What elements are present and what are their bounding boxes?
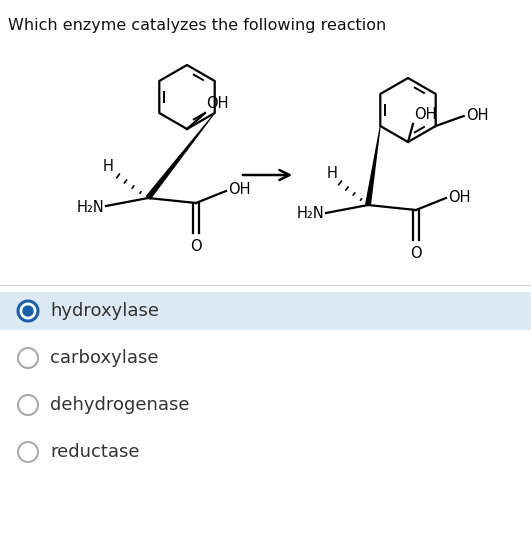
Circle shape (18, 395, 38, 415)
Text: dehydrogenase: dehydrogenase (50, 396, 190, 414)
Polygon shape (365, 126, 381, 205)
Text: O: O (410, 246, 422, 261)
Text: H₂N: H₂N (76, 199, 104, 214)
Text: O: O (190, 239, 202, 254)
Text: hydroxylase: hydroxylase (50, 302, 159, 320)
Circle shape (18, 301, 38, 321)
Circle shape (18, 348, 38, 368)
Text: OH: OH (206, 96, 228, 111)
Circle shape (18, 442, 38, 462)
Polygon shape (145, 113, 215, 200)
Text: H: H (326, 166, 337, 181)
Circle shape (23, 306, 33, 316)
Text: OH: OH (448, 190, 470, 205)
Text: OH: OH (228, 182, 251, 197)
Text: OH: OH (414, 107, 436, 122)
Text: OH: OH (466, 108, 488, 123)
Text: H: H (103, 159, 114, 174)
Text: carboxylase: carboxylase (50, 349, 158, 367)
Text: H₂N: H₂N (296, 206, 324, 221)
FancyBboxPatch shape (0, 292, 531, 330)
Text: reductase: reductase (50, 443, 140, 461)
Text: Which enzyme catalyzes the following reaction: Which enzyme catalyzes the following rea… (8, 18, 386, 33)
